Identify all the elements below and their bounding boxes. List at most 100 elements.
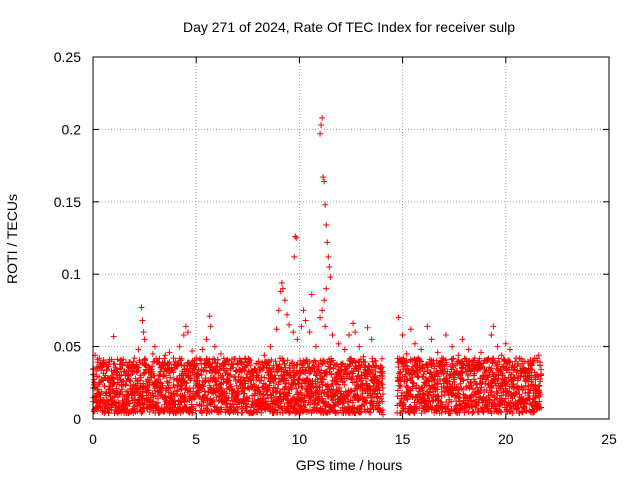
data-point bbox=[364, 380, 371, 387]
data-point bbox=[312, 384, 319, 391]
data-point bbox=[315, 361, 322, 368]
data-point bbox=[322, 402, 329, 409]
data-point bbox=[140, 371, 147, 378]
data-point bbox=[469, 410, 476, 417]
data-point bbox=[465, 372, 472, 379]
data-point bbox=[323, 221, 330, 228]
data-point bbox=[289, 384, 296, 391]
data-point bbox=[158, 391, 165, 398]
data-point bbox=[455, 352, 462, 359]
data-point bbox=[178, 399, 185, 406]
data-point bbox=[196, 381, 203, 388]
data-point bbox=[326, 263, 333, 270]
data-point bbox=[473, 380, 480, 387]
data-point bbox=[434, 381, 441, 388]
data-point bbox=[202, 391, 209, 398]
data-point bbox=[284, 357, 291, 364]
data-point bbox=[245, 395, 252, 402]
y-tick-label: 0 bbox=[73, 411, 81, 427]
data-point bbox=[298, 402, 305, 409]
data-point bbox=[346, 363, 353, 370]
data-point bbox=[360, 353, 367, 360]
data-point bbox=[478, 384, 485, 391]
data-point bbox=[367, 409, 374, 416]
data-point bbox=[267, 343, 274, 350]
data-point bbox=[402, 371, 409, 378]
data-point bbox=[96, 363, 103, 370]
data-point bbox=[189, 369, 196, 376]
data-point bbox=[139, 408, 146, 415]
data-point bbox=[225, 377, 232, 384]
data-point bbox=[374, 400, 381, 407]
data-point bbox=[455, 384, 462, 391]
data-point bbox=[446, 370, 453, 377]
data-point bbox=[372, 368, 379, 375]
data-point bbox=[379, 398, 386, 405]
data-point bbox=[298, 323, 305, 330]
data-point bbox=[193, 362, 200, 369]
data-point bbox=[308, 291, 315, 298]
data-point bbox=[125, 368, 132, 375]
data-point bbox=[366, 363, 373, 370]
data-point bbox=[428, 336, 435, 343]
data-point bbox=[149, 368, 156, 375]
data-point bbox=[118, 360, 125, 367]
data-point bbox=[131, 355, 138, 362]
data-point bbox=[437, 377, 444, 384]
data-point bbox=[339, 399, 346, 406]
data-point bbox=[224, 377, 231, 384]
data-point bbox=[151, 343, 158, 350]
data-point bbox=[413, 407, 420, 414]
data-point bbox=[173, 363, 180, 370]
data-point bbox=[471, 370, 478, 377]
data-point bbox=[329, 357, 336, 364]
data-point bbox=[261, 352, 268, 359]
data-point bbox=[180, 375, 187, 382]
data-point bbox=[355, 397, 362, 404]
data-point bbox=[493, 388, 500, 395]
data-point bbox=[471, 355, 478, 362]
data-point bbox=[132, 384, 139, 391]
data-point bbox=[110, 333, 117, 340]
data-point bbox=[224, 356, 231, 363]
data-point bbox=[397, 369, 404, 376]
data-point bbox=[488, 388, 495, 395]
data-point bbox=[297, 389, 304, 396]
data-point bbox=[117, 366, 124, 373]
data-point bbox=[331, 403, 338, 410]
data-point bbox=[372, 374, 379, 381]
data-point bbox=[110, 380, 117, 387]
data-point bbox=[478, 349, 485, 356]
data-point bbox=[215, 375, 222, 382]
data-point bbox=[226, 373, 233, 380]
data-point bbox=[376, 372, 383, 379]
data-point bbox=[274, 385, 281, 392]
data-point bbox=[190, 385, 197, 392]
data-point bbox=[442, 356, 449, 363]
data-point bbox=[319, 395, 326, 402]
data-point bbox=[409, 383, 416, 390]
data-point bbox=[494, 390, 501, 397]
y-axis-label: ROTI / TECUs bbox=[4, 194, 20, 284]
data-point bbox=[267, 391, 274, 398]
data-point bbox=[345, 332, 352, 339]
data-point bbox=[354, 392, 361, 399]
data-point bbox=[538, 404, 545, 411]
data-point bbox=[355, 368, 362, 375]
data-point bbox=[182, 395, 189, 402]
data-point bbox=[272, 358, 279, 365]
data-point bbox=[319, 114, 326, 121]
data-point bbox=[261, 374, 268, 381]
data-point bbox=[242, 363, 249, 370]
data-point bbox=[132, 396, 139, 403]
data-point bbox=[146, 387, 153, 394]
data-point bbox=[456, 401, 463, 408]
data-point bbox=[140, 329, 147, 336]
data-point bbox=[513, 355, 520, 362]
data-point bbox=[498, 409, 505, 416]
data-point bbox=[488, 332, 495, 339]
data-point bbox=[339, 378, 346, 385]
data-point bbox=[291, 253, 298, 260]
data-point bbox=[475, 358, 482, 365]
data-point bbox=[217, 350, 224, 357]
